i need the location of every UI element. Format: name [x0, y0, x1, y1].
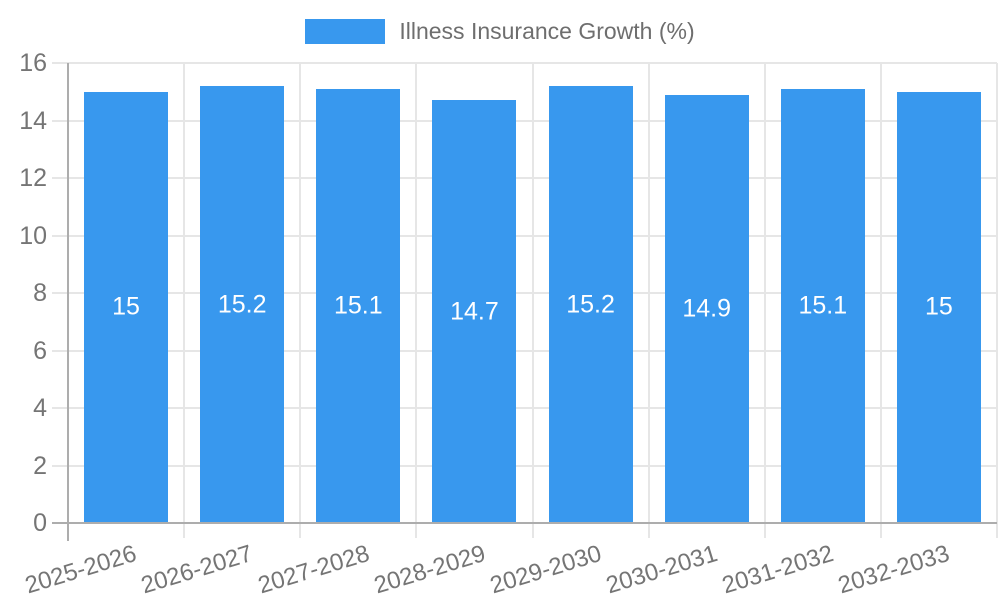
y-axis-label: 4 [33, 394, 47, 422]
y-axis-label: 16 [19, 49, 47, 77]
bar-value-label: 15.1 [798, 291, 848, 320]
x-axis-label: 2026-2027 [138, 540, 257, 600]
y-axis-label: 0 [33, 509, 47, 537]
x-axis-label: 2030-2031 [602, 540, 721, 600]
bar[interactable]: 15 [84, 91, 169, 523]
gridline-horizontal [52, 62, 997, 64]
bar-value-label: 15 [925, 292, 953, 321]
x-axis-label: 2029-2030 [486, 540, 605, 600]
bar[interactable]: 14.7 [432, 100, 517, 523]
gridline-vertical [879, 63, 882, 538]
y-axis-label: 12 [19, 164, 47, 192]
gridline-horizontal [52, 234, 997, 237]
y-axis-label: 6 [33, 336, 47, 365]
bar[interactable]: 14.9 [664, 94, 749, 523]
bar[interactable]: 15.1 [780, 88, 865, 523]
y-axis-label: 14 [19, 106, 47, 135]
x-axis-label: 2025-2026 [22, 540, 140, 600]
gridline-vertical [996, 63, 998, 538]
gridline-horizontal [52, 464, 997, 467]
y-axis-label: 8 [33, 279, 47, 307]
gridline-vertical [531, 63, 534, 538]
x-axis-label: 2031-2032 [719, 540, 837, 600]
bar-value-label: 15.2 [217, 290, 267, 318]
bar-value-label: 15.2 [566, 290, 615, 318]
gridline-vertical [763, 63, 766, 538]
legend-label: Illness Insurance Growth (%) [399, 18, 695, 44]
bar-value-label: 14.7 [450, 297, 499, 326]
x-axis-label: 2027-2028 [254, 540, 373, 600]
gridline-horizontal [52, 349, 997, 352]
gridline-horizontal [52, 119, 997, 122]
gridline-horizontal [52, 407, 997, 409]
gridline-vertical [299, 63, 302, 538]
x-axis-line [52, 522, 997, 524]
bar-value-label: 15 [112, 292, 140, 321]
y-axis-label: 10 [19, 221, 47, 250]
gridline-vertical [415, 63, 418, 538]
bar[interactable]: 15.1 [316, 88, 401, 523]
bar-value-label: 14.9 [682, 294, 732, 323]
y-axis-line [67, 63, 69, 541]
bar[interactable]: 15 [896, 91, 981, 523]
x-axis-label: 2032-2033 [835, 540, 953, 600]
legend[interactable]: Illness Insurance Growth (%) [0, 18, 1000, 45]
gridline-vertical [183, 63, 186, 538]
y-axis-label: 2 [33, 451, 47, 480]
legend-swatch [305, 19, 386, 44]
bar[interactable]: 15.2 [548, 86, 633, 523]
gridline-vertical [647, 63, 650, 538]
x-axis-label: 2028-2029 [370, 540, 489, 600]
gridline-horizontal [52, 177, 997, 179]
bar-value-label: 15.1 [333, 291, 383, 320]
gridline-horizontal [52, 292, 997, 294]
bar[interactable]: 15.2 [200, 86, 285, 523]
